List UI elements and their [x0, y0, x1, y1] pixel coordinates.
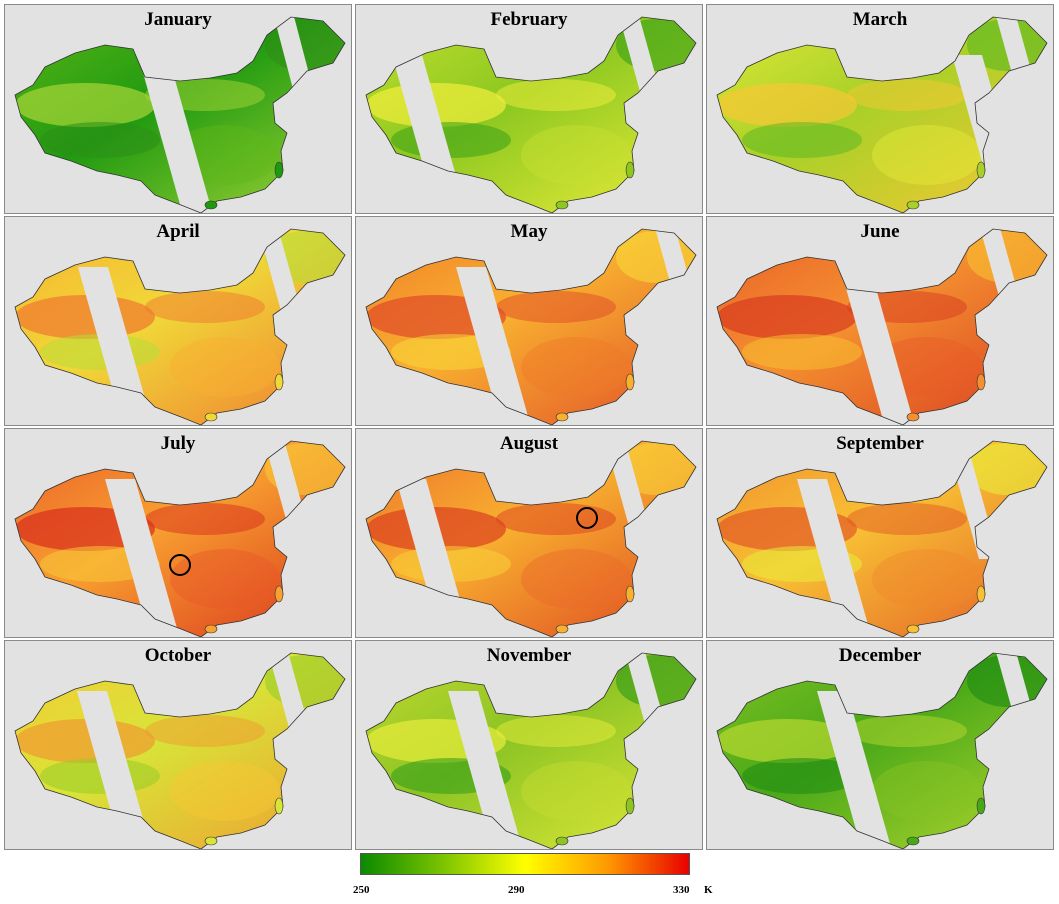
map-panel-february: February [355, 4, 703, 214]
panel-title: October [144, 645, 212, 666]
map-canvas [365, 440, 697, 637]
map-panel-july: July [4, 428, 352, 638]
map-canvas [716, 228, 1048, 425]
map-canvas [365, 16, 697, 213]
map-canvas [14, 228, 346, 425]
panel-title: January [144, 9, 212, 30]
panel-title: November [486, 645, 572, 666]
panel-title: May [510, 221, 548, 242]
colorbar-unit: K [704, 884, 713, 896]
map-panel-june: June [706, 216, 1054, 426]
map-canvas [365, 228, 697, 425]
map-canvas [365, 652, 697, 849]
colorbar-tick-max: 330 [673, 884, 690, 896]
map-panel-may: May [355, 216, 703, 426]
colorbar-tick-min: 250 [353, 884, 370, 896]
panel-title: February [490, 9, 568, 30]
map-canvas [716, 652, 1048, 849]
map-panel-december: December [706, 640, 1054, 850]
map-canvas [14, 652, 346, 849]
map-canvas [716, 16, 1048, 213]
map-canvas [716, 440, 1048, 637]
panel-title: July [160, 433, 196, 454]
map-panel-march: March [706, 4, 1054, 214]
colorbar [360, 853, 690, 875]
map-panel-april: April [4, 216, 352, 426]
panel-title: April [156, 221, 200, 242]
panel-title: September [836, 433, 924, 454]
map-canvas [14, 16, 346, 213]
map-panel-august: August [355, 428, 703, 638]
map-panel-october: October [4, 640, 352, 850]
colorbar-tick-mid: 290 [508, 884, 525, 896]
panel-title: March [852, 9, 908, 30]
hotspot-circle [169, 554, 191, 576]
map-canvas [14, 440, 346, 637]
map-panel-january: January [4, 4, 352, 214]
hotspot-circle [576, 507, 598, 529]
panel-title: December [838, 645, 922, 666]
panel-title: June [860, 221, 900, 242]
map-panel-november: November [355, 640, 703, 850]
map-panel-september: September [706, 428, 1054, 638]
monthly-lst-map-grid: January February [4, 4, 1054, 852]
panel-title: August [499, 433, 559, 454]
